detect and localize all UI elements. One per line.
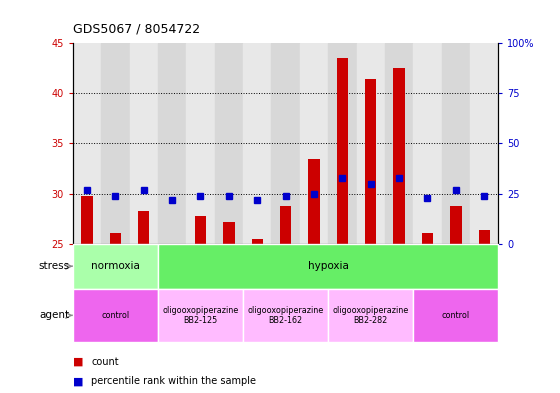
Bar (81, 196, 92, 244)
Text: control: control (442, 311, 470, 320)
Bar (280, 206, 291, 244)
Bar (422, 233, 433, 244)
Bar (413, 43, 442, 244)
Bar (73, 43, 101, 244)
Text: percentile rank within the sample: percentile rank within the sample (91, 376, 256, 386)
Text: GDS5067 / 8054722: GDS5067 / 8054722 (73, 22, 200, 35)
Text: ■: ■ (73, 356, 87, 367)
Bar (365, 79, 376, 244)
Bar (243, 43, 272, 244)
Bar (450, 206, 461, 244)
Bar (394, 68, 405, 244)
Bar (337, 58, 348, 244)
Bar (479, 230, 490, 244)
Bar (195, 216, 206, 244)
Text: hypoxia: hypoxia (308, 261, 348, 271)
Bar (158, 43, 186, 244)
Bar (110, 233, 121, 244)
Text: agent: agent (40, 310, 70, 320)
Bar (385, 43, 413, 244)
Bar (129, 43, 158, 244)
Bar (328, 43, 357, 244)
Bar (470, 43, 498, 244)
Text: oligooxopiperazine
BB2-282: oligooxopiperazine BB2-282 (333, 306, 409, 325)
Bar (442, 43, 470, 244)
Bar (138, 211, 150, 244)
Text: count: count (91, 356, 119, 367)
Text: control: control (101, 311, 129, 320)
Bar (214, 43, 243, 244)
Text: normoxia: normoxia (91, 261, 140, 271)
Bar (251, 239, 263, 244)
Bar (223, 222, 235, 244)
Text: oligooxopiperazine
BB2-162: oligooxopiperazine BB2-162 (248, 306, 324, 325)
Text: oligooxopiperazine
BB2-125: oligooxopiperazine BB2-125 (162, 306, 239, 325)
Bar (300, 43, 328, 244)
Text: ■: ■ (73, 376, 87, 386)
Text: stress: stress (39, 261, 70, 271)
Bar (186, 43, 214, 244)
Bar (309, 160, 320, 244)
Bar (272, 43, 300, 244)
Bar (357, 43, 385, 244)
Bar (101, 43, 129, 244)
